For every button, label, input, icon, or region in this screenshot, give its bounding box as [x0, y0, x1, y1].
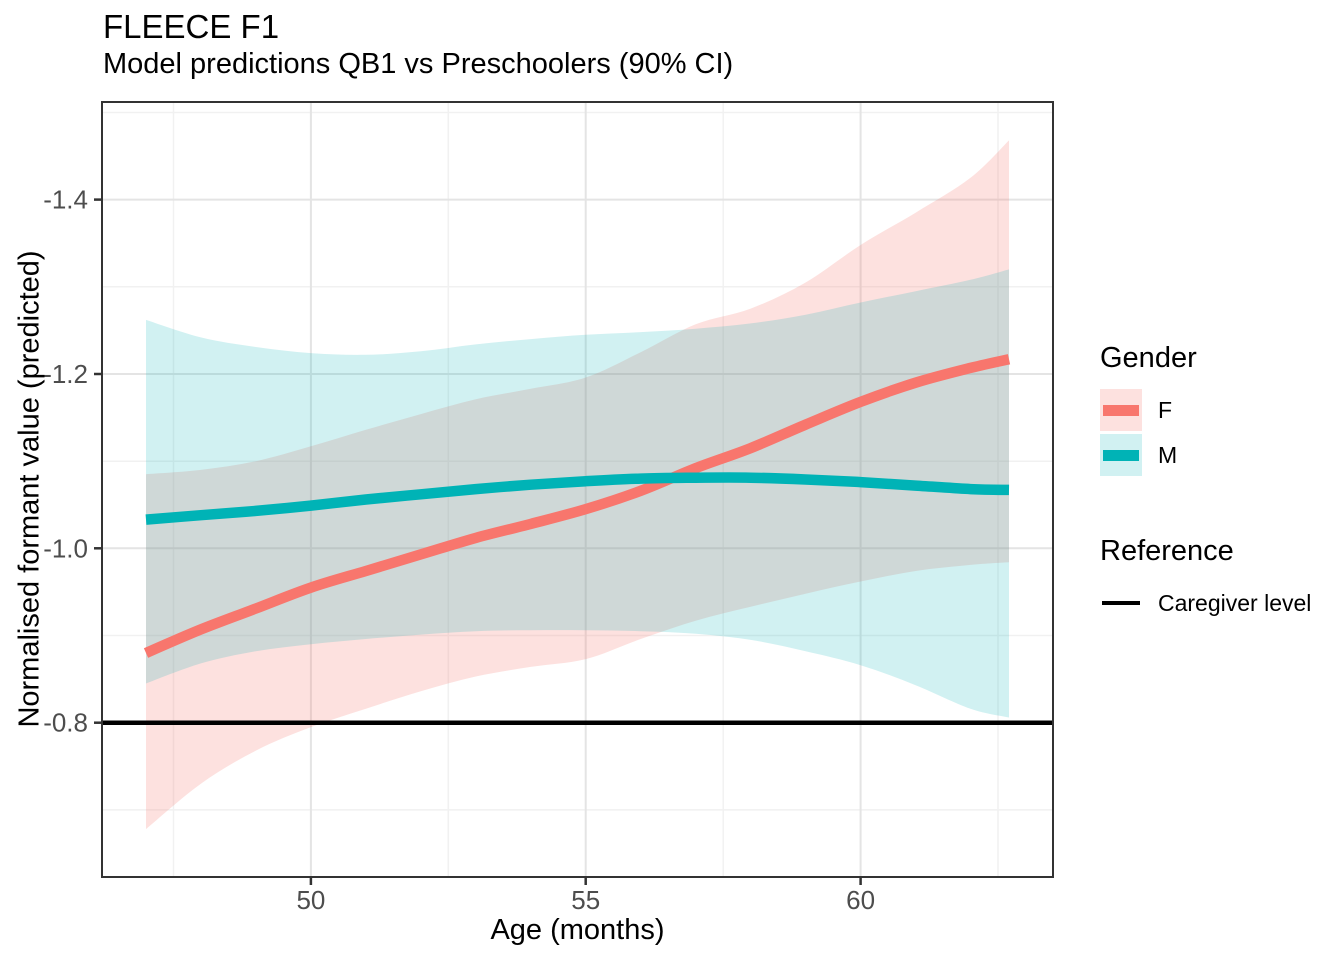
legend-label-f: F: [1158, 396, 1173, 423]
legend-item-caregiver-level: Caregiver level: [1100, 582, 1311, 624]
m-line-icon: [1103, 449, 1139, 461]
legend-item-f: F: [1100, 389, 1197, 431]
y-axis-title: Normalised formant value (predicted): [13, 250, 46, 728]
x-tick-label: 55: [571, 885, 600, 915]
ci-ribbon-m: [146, 269, 1009, 718]
legend-key-f-swatch: [1100, 389, 1142, 431]
y-tick-label: -0.8: [43, 708, 88, 738]
legend-label-m: M: [1158, 441, 1178, 468]
y-tick-label: -1.0: [43, 533, 88, 563]
legend-item-m: M: [1100, 434, 1197, 476]
y-tick-label: -1.2: [43, 359, 88, 389]
legend-label-caregiver-level: Caregiver level: [1158, 589, 1312, 616]
prediction-line-m: [145, 472, 1010, 525]
legend-gender-title: Gender: [1100, 342, 1197, 374]
prediction-line-f: [143, 354, 1011, 658]
x-axis-title: Age (months): [490, 914, 665, 946]
panel-border: [101, 101, 1054, 878]
plot-title: FLEECE F1: [103, 8, 280, 45]
legend-key-m-swatch: [1100, 434, 1142, 476]
f-line-icon: [1103, 404, 1139, 416]
legend-reference-title: Reference: [1100, 535, 1234, 567]
x-tick-label: 50: [296, 885, 325, 915]
reference-line-icon: [1102, 601, 1140, 605]
y-tick-label: -1.4: [43, 185, 88, 215]
legend-reference: Reference Caregiver level: [1100, 537, 1311, 627]
legend-gender: Gender F M: [1100, 344, 1197, 479]
plot-subtitle: Model predictions QB1 vs Preschoolers (9…: [103, 48, 734, 80]
x-tick-label: 60: [846, 885, 875, 915]
legend-key-reference-swatch: [1100, 582, 1142, 624]
